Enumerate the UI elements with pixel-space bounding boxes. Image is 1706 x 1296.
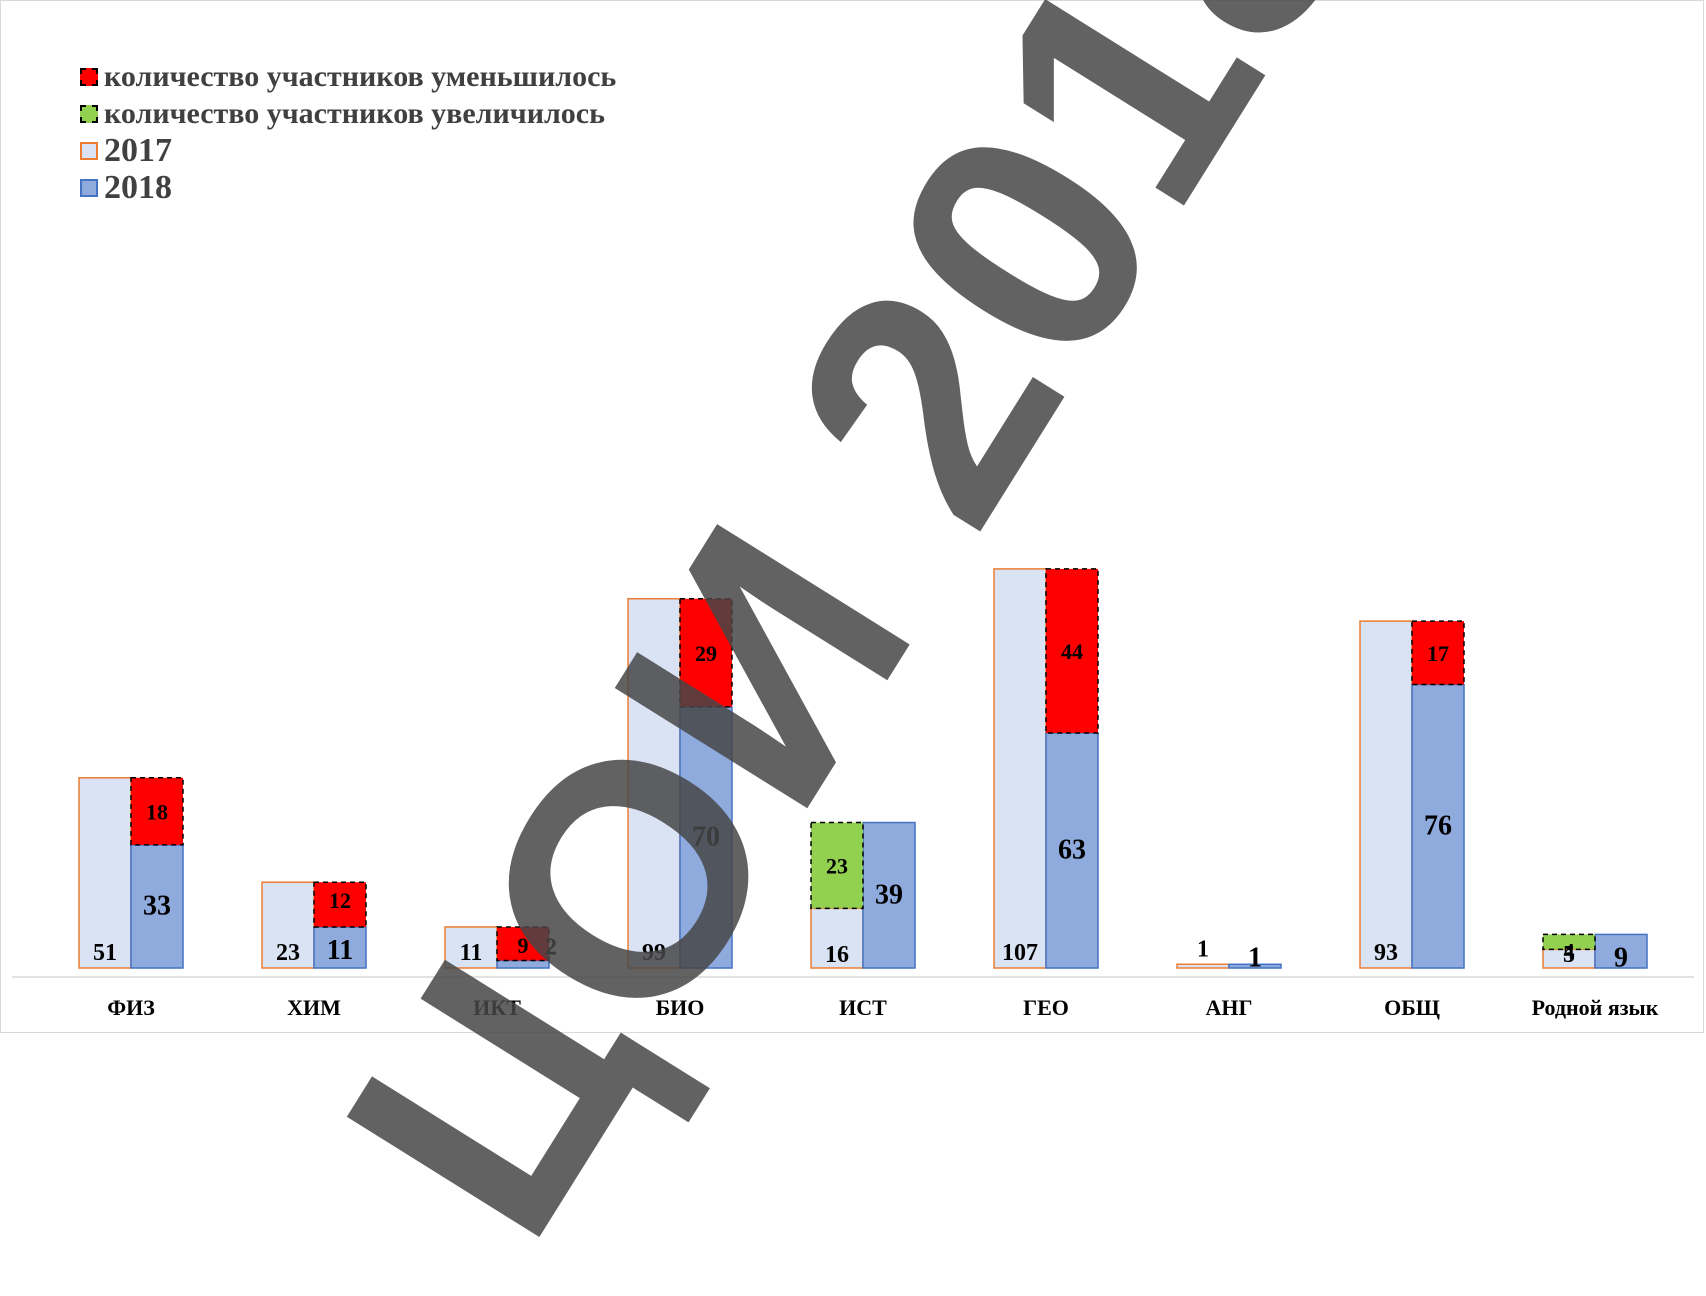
data-label-2017: 51 [93,940,117,966]
data-label-2018: 63 [1058,835,1086,866]
legend-swatch-2018 [80,178,98,197]
bar-2017 [993,568,1047,969]
legend-label-2017: 2017 [104,131,172,169]
category-label: ФИЗ [107,995,155,1020]
legend-swatch-decrease [80,67,98,86]
category-label: ИСТ [839,995,887,1020]
data-label-increase: 4 [1564,938,1575,963]
bar-2018 [130,844,184,969]
legend-swatch-increase [80,104,98,123]
data-label-2017: 23 [276,940,300,966]
legend-item-decrease: количество участников уменьшилось [80,58,616,95]
data-label-decrease: 17 [1427,641,1449,666]
data-label-2017: 16 [825,942,849,968]
data-label-2018: 33 [143,890,171,921]
chart-frame [0,0,1704,1033]
data-label-2017: 5 [1563,942,1575,968]
bar-decrease [679,597,733,708]
data-label-decrease: 44 [1061,639,1083,664]
data-label-2018: 9 [1614,942,1628,973]
category-label: Родной язык [1532,995,1659,1020]
category-label: БИО [656,995,705,1020]
bar-2018 [862,821,916,969]
bar-decrease [496,926,550,962]
category-label: ИКТ [473,995,521,1020]
bar-decrease [1411,620,1465,686]
data-label-decrease: 9 [518,933,529,958]
bar-2018 [1411,683,1465,969]
bar-decrease [313,881,367,928]
data-label-decrease: 18 [146,799,168,824]
bar-2018 [1045,732,1099,969]
data-label-2017: 11 [460,940,483,966]
bar-2018 [1228,963,1282,969]
bar-2018 [679,706,733,969]
data-label-decrease: 12 [329,888,351,913]
data-label-2018: 39 [875,879,903,910]
data-label-2017: 1 [1197,936,1209,962]
bar-2017 [1359,620,1413,969]
bar-2017 [444,926,498,969]
legend-item-2017: 2017 [80,132,616,169]
category-label: ГЕО [1023,995,1069,1020]
bar-2017 [1176,963,1230,969]
data-label-2018: 11 [327,935,353,966]
legend-label-decrease: количество участников уменьшилось [104,59,617,93]
data-label-2017: 107 [1002,940,1038,966]
bar-2018 [496,959,550,969]
category-label: ХИМ [287,995,341,1020]
data-label-2017: 99 [642,940,666,966]
legend-swatch-2017 [80,141,98,160]
legend-item-increase: количество участников увеличилось [80,95,616,132]
data-label-decrease: 29 [695,641,717,666]
bar-2017 [627,597,681,969]
bar-2018 [1594,933,1648,969]
bar-decrease [130,777,184,846]
category-label: ОБЩ [1384,995,1440,1020]
legend-label-2018: 2018 [104,168,172,206]
data-label-2018: 76 [1424,810,1452,841]
bar-2017 [810,907,864,969]
data-label-increase: 23 [826,853,848,878]
bar-increase [1542,933,1596,951]
legend-item-2018: 2018 [80,169,616,206]
bar-increase [810,821,864,910]
bar-decrease [1045,568,1099,734]
legend-label-increase: количество участников увеличилось [104,96,605,130]
data-label-2018: 2 [545,935,557,961]
category-label: АНГ [1206,995,1253,1020]
bar-2017 [78,777,132,969]
data-label-2018: 1 [1248,942,1262,973]
data-label-2017: 93 [1374,940,1398,966]
data-label-2018: 70 [692,821,720,852]
legend: количество участников уменьшилось количе… [80,58,616,206]
